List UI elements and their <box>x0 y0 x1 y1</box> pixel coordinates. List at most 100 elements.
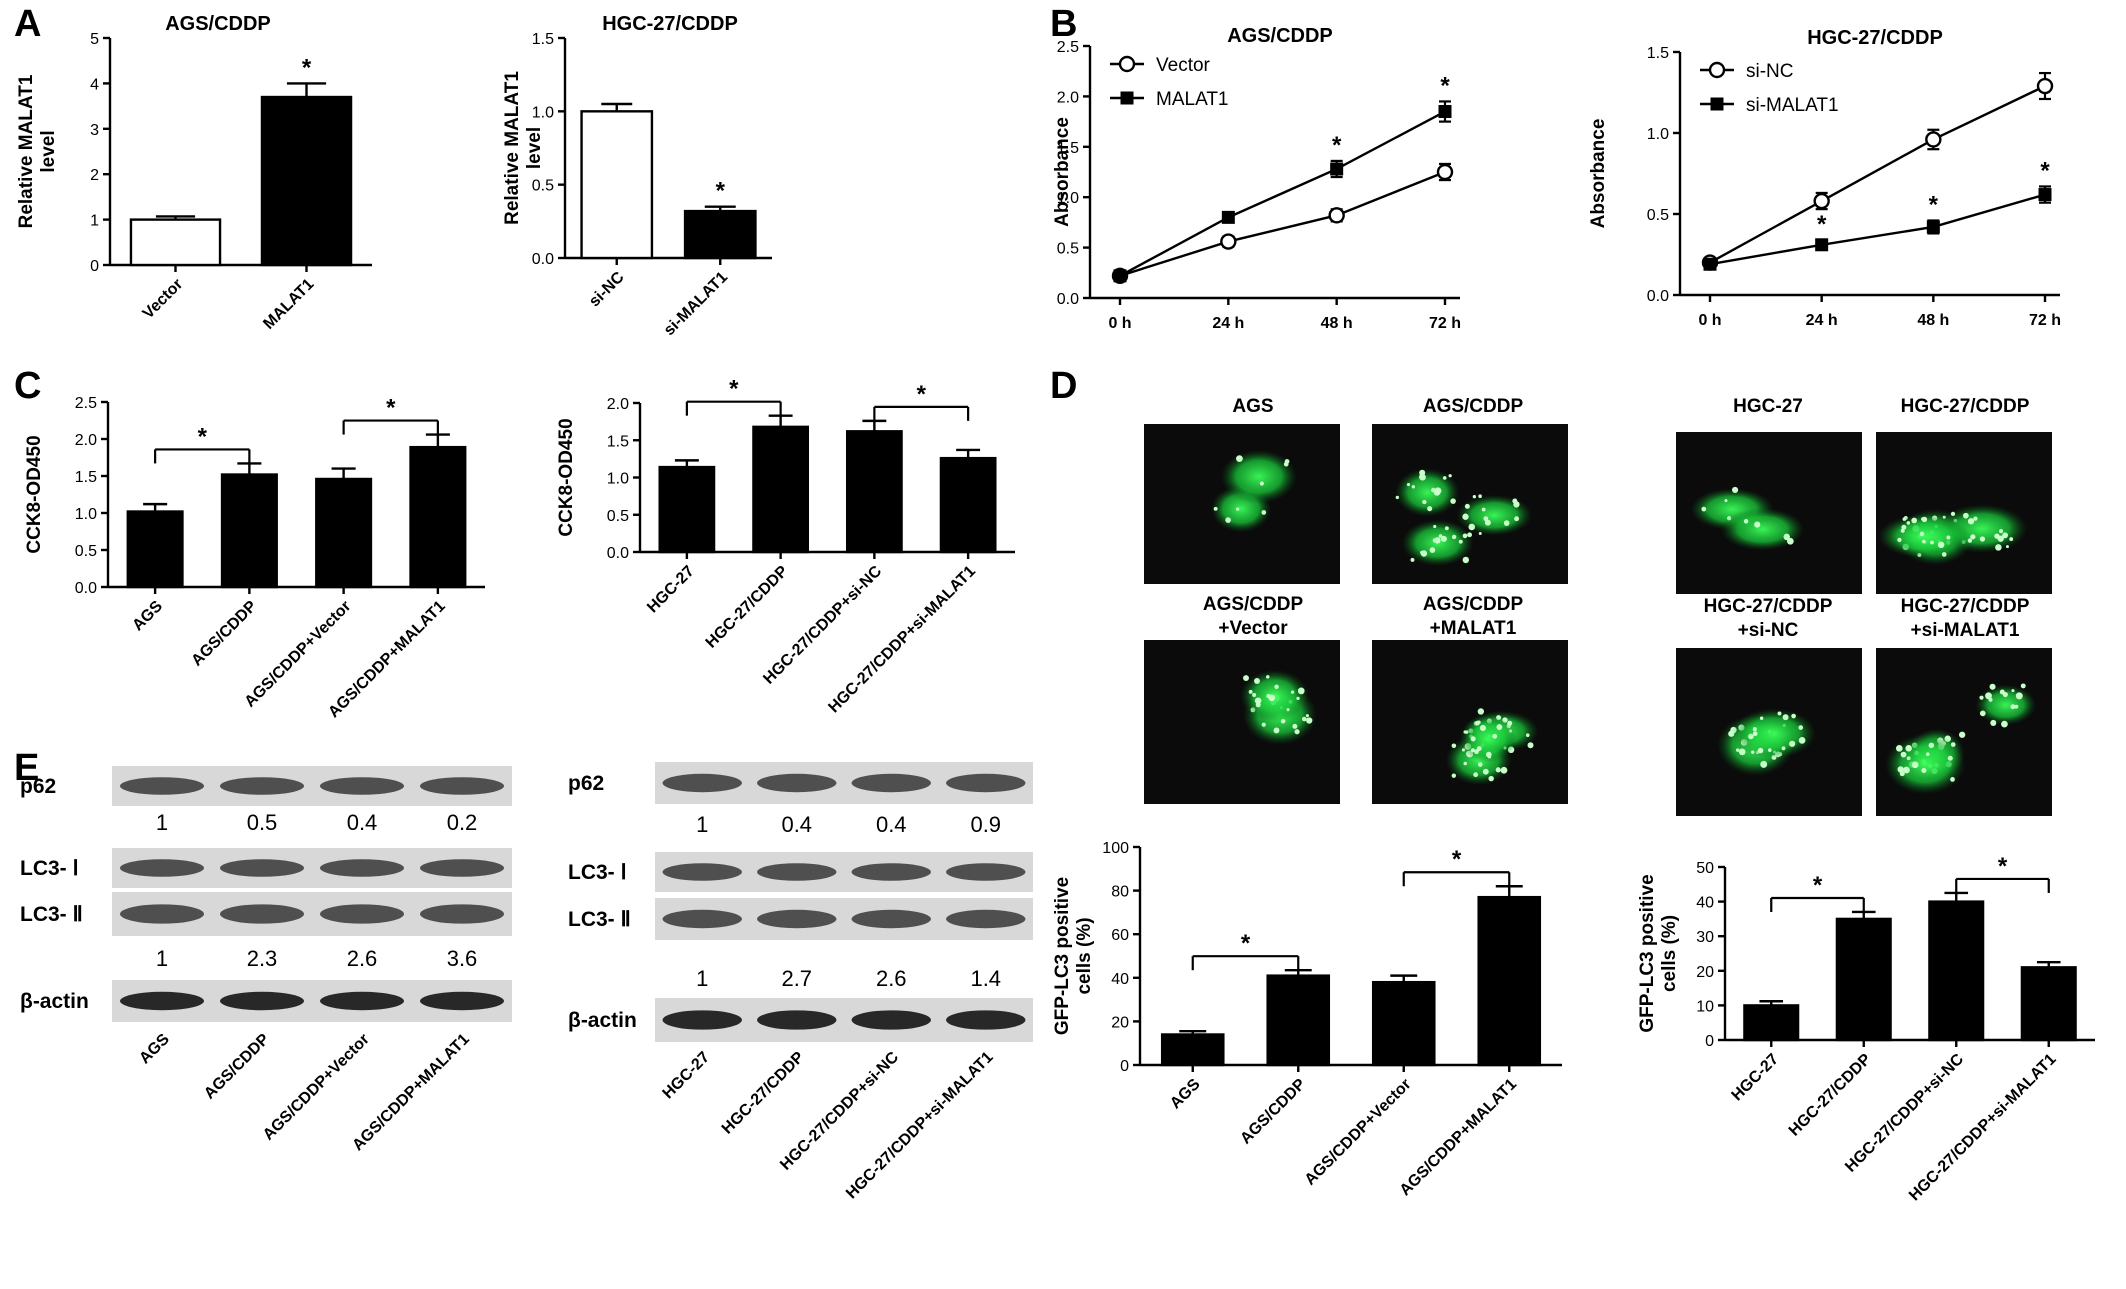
y-tick-label: 1.0 <box>1057 190 1079 207</box>
lc3-puncta <box>1724 499 1728 503</box>
lc3-puncta <box>1950 777 1955 782</box>
series-line <box>1119 110 1446 277</box>
y-tick-label: 1.5 <box>532 31 554 48</box>
lc3-puncta <box>1236 455 1243 463</box>
lc3-puncta <box>1434 487 1442 495</box>
data-point <box>2038 188 2052 202</box>
band-quantification: 2.3 <box>247 946 278 971</box>
lc3-puncta <box>1748 733 1754 740</box>
data-point <box>1328 207 1345 224</box>
y-tick-label: 1.0 <box>532 104 554 121</box>
band-quantification: 2.7 <box>781 966 812 991</box>
blot-band <box>420 991 504 1011</box>
lc3-puncta <box>1941 552 1947 557</box>
band-quantification: 1 <box>696 966 708 991</box>
lc3-puncta <box>1438 534 1443 538</box>
lc3-puncta <box>1254 678 1260 684</box>
bar <box>129 218 222 267</box>
bar <box>409 445 467 589</box>
micro-label-hgc27-cddp-simalat1-1: HGC-27/CDDP <box>1901 596 2030 617</box>
panel-letter-d: D <box>1050 365 1077 407</box>
y-tick-label: 0.5 <box>532 178 554 195</box>
lc3-puncta <box>1979 710 1986 717</box>
lc3-puncta <box>1252 693 1257 698</box>
lc3-puncta <box>1967 518 1975 525</box>
lc3-puncta <box>1476 746 1482 752</box>
y-tick-label: 20 <box>1696 964 1714 981</box>
lc3-puncta <box>1451 773 1457 778</box>
data-point <box>1438 105 1452 119</box>
data-point <box>2036 77 2054 95</box>
lc3-puncta <box>1911 517 1918 524</box>
bar <box>845 430 903 554</box>
blot-band <box>757 909 837 929</box>
lc3-puncta <box>1451 534 1457 540</box>
micro-label-ags-cddp-vector-1: AGS/CDDP <box>1203 594 1304 615</box>
lc3-puncta <box>1950 511 1956 517</box>
lc3-puncta <box>1994 533 2000 539</box>
blot-row-label: LC3- Ⅱ <box>568 908 631 931</box>
bar <box>1477 895 1542 1067</box>
lc3-puncta <box>1440 535 1447 542</box>
lc3-puncta <box>1735 748 1740 752</box>
blot-band <box>946 773 1026 793</box>
y-tick-label: 1.5 <box>75 469 97 486</box>
y-axis-label: CCK8-OD450 <box>556 418 577 536</box>
y-tick-label: 40 <box>1696 895 1714 912</box>
blot-band <box>662 863 742 881</box>
lc3-puncta <box>1395 495 1400 500</box>
panel-letter-a: A <box>14 3 41 45</box>
x-tick-label: 0 h <box>1698 312 1721 329</box>
y-axis-label: Relative MALAT1level <box>502 71 545 225</box>
lc3-puncta <box>1470 736 1476 742</box>
lc3-puncta <box>1970 534 1976 540</box>
lc3-puncta <box>1701 506 1707 512</box>
lc3-puncta <box>1301 716 1307 722</box>
legend-marker <box>1708 61 1726 79</box>
series-line <box>1119 170 1446 277</box>
lc3-puncta <box>1919 531 1925 537</box>
y-tick-label: 2 <box>90 167 99 184</box>
significance-star: * <box>386 395 396 422</box>
y-tick-label: 20 <box>1111 1014 1129 1031</box>
lc3-puncta <box>1482 768 1489 775</box>
blot-band <box>320 991 404 1011</box>
lc3-puncta <box>1998 529 2004 534</box>
lc3-puncta <box>1411 485 1416 489</box>
lc3-puncta <box>1937 541 1945 549</box>
lc3-puncta <box>1897 537 1902 543</box>
y-tick-label: 0 <box>1120 1058 1129 1075</box>
significance-star: * <box>198 423 208 450</box>
lc3-puncta <box>1979 695 1984 700</box>
lc3-puncta <box>1451 743 1457 749</box>
data-point <box>1330 162 1344 176</box>
blot-row-label: β-actin <box>20 990 89 1013</box>
lc3-puncta <box>1274 684 1279 689</box>
lc3-puncta <box>1478 531 1482 535</box>
y-tick-label: 100 <box>1102 840 1129 857</box>
y-tick-label: 2.5 <box>1057 39 1079 56</box>
micro-label-ags-cddp-malat1-2: +MALAT1 <box>1430 618 1517 639</box>
blot-band <box>220 859 304 877</box>
y-axis-label: Absorbance <box>1588 119 1609 229</box>
significance-star: * <box>2040 157 2050 184</box>
lc3-puncta <box>1925 752 1930 757</box>
lc3-puncta <box>2015 692 2023 700</box>
lc3-puncta <box>1225 517 1231 523</box>
blot-band <box>120 904 204 924</box>
y-tick-label: 3 <box>90 122 99 139</box>
bar <box>1160 1033 1225 1067</box>
lc3-puncta <box>1427 506 1433 512</box>
lc3-puncta <box>1283 461 1289 467</box>
lc3-puncta <box>1261 722 1266 727</box>
lc3-puncta <box>1433 524 1437 529</box>
bar <box>580 110 654 260</box>
blot-band <box>120 859 204 877</box>
bar <box>1835 917 1892 1042</box>
significance-star: * <box>729 376 739 403</box>
lc3-puncta <box>1731 486 1739 493</box>
lc3-puncta <box>1963 512 1969 519</box>
